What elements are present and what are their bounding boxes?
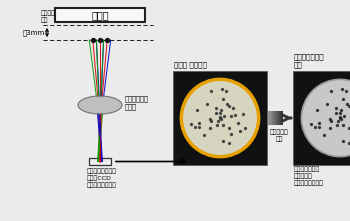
FancyBboxPatch shape [89, 158, 111, 165]
Bar [275, 111, 276, 125]
Bar [269, 111, 270, 125]
FancyBboxPatch shape [173, 71, 267, 165]
Ellipse shape [78, 96, 122, 114]
Bar [270, 111, 271, 125]
Bar [276, 111, 278, 125]
Circle shape [181, 79, 259, 157]
Bar [272, 111, 274, 125]
FancyBboxPatch shape [55, 8, 145, 22]
Text: 面光源: 面光源 [91, 10, 109, 20]
Bar [280, 111, 281, 125]
Text: 約3mm: 約3mm [23, 29, 45, 36]
FancyBboxPatch shape [293, 71, 350, 165]
Bar [281, 111, 282, 125]
Bar [274, 111, 276, 125]
Bar [271, 111, 272, 125]
Text: カラーカメラ内の
カラーCCD
イメージセンサー: カラーカメラ内の カラーCCD イメージセンサー [87, 168, 117, 188]
Bar [273, 111, 274, 125]
Bar [272, 111, 273, 125]
Circle shape [301, 79, 350, 157]
Bar [276, 111, 277, 125]
Text: 深度に関わらず
コロニーに
焦点の合った影像: 深度に関わらず コロニーに 焦点の合った影像 [294, 166, 324, 186]
Text: 寒天培地
厚さ: 寒天培地 厚さ [41, 10, 56, 23]
Text: 白黒画像に
変換: 白黒画像に 変換 [270, 129, 288, 142]
Bar [274, 111, 275, 125]
Bar [278, 111, 279, 125]
Text: 色収差のある
レンズ: 色収差のある レンズ [125, 96, 149, 110]
Bar [268, 111, 270, 125]
Text: カラー 取得画像: カラー 取得画像 [174, 61, 207, 68]
Text: グレースケール
影像: グレースケール 影像 [294, 53, 325, 68]
Bar [279, 111, 281, 125]
Bar [281, 111, 283, 125]
Bar [279, 111, 280, 125]
Bar [270, 111, 272, 125]
Bar [277, 111, 279, 125]
